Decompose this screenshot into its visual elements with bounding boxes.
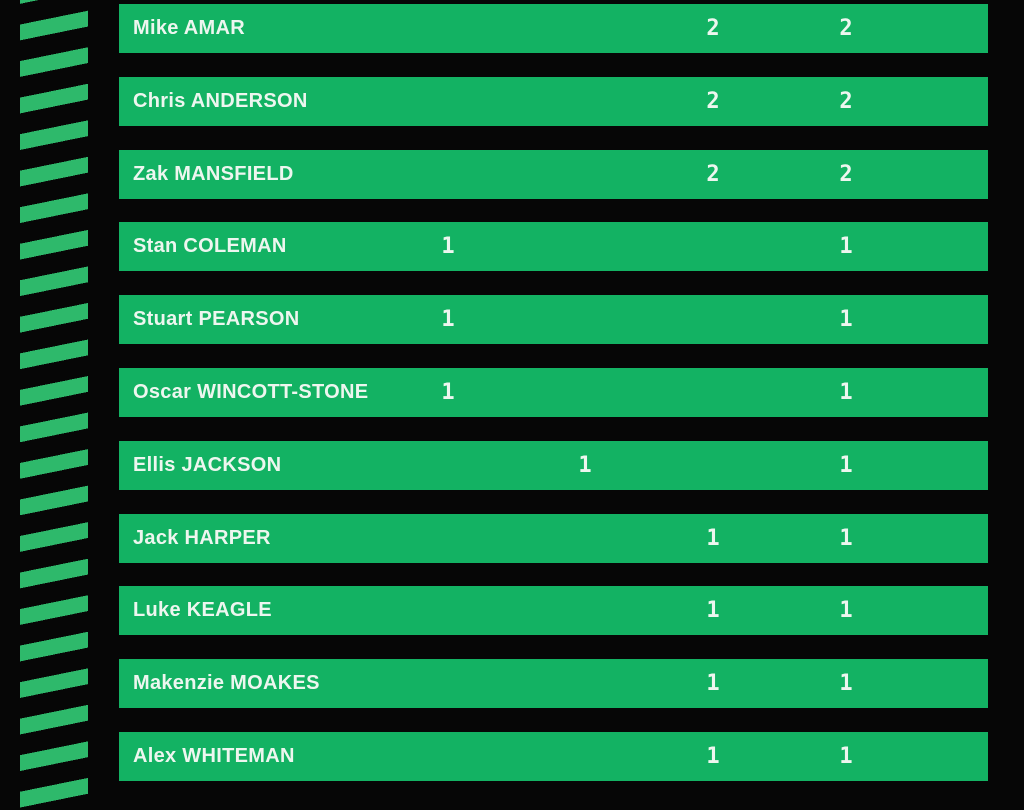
table-row: Stuart PEARSON 1 1 <box>119 295 988 345</box>
score-col-2 <box>555 222 615 271</box>
score-col-3: 1 <box>706 598 720 624</box>
player-name: Chris ANDERSON <box>133 89 308 112</box>
score-col-3: 2 <box>706 16 720 41</box>
score-total: 1 <box>839 671 853 697</box>
score-col-2 <box>555 150 615 199</box>
score-total: 1 <box>839 598 853 624</box>
table-row: Mike AMAR 2 2 <box>119 4 988 53</box>
table-row: Makenzie MOAKES 1 1 <box>119 659 988 709</box>
score-total: 1 <box>839 452 853 478</box>
score-total: 1 <box>839 744 853 769</box>
score-col-2 <box>555 295 615 344</box>
score-col-2: 1 <box>578 452 592 478</box>
score-col-1: 1 <box>441 234 455 260</box>
score-total: 2 <box>839 161 853 187</box>
score-col-2 <box>555 77 615 126</box>
score-col-3 <box>683 222 743 271</box>
table-row: Chris ANDERSON 2 2 <box>119 76 988 126</box>
score-col-1 <box>418 4 478 53</box>
score-col-2 <box>555 368 615 417</box>
score-total: 1 <box>839 380 853 405</box>
score-total: 1 <box>839 234 853 260</box>
table-row: Zak MANSFIELD 2 2 <box>119 149 988 199</box>
player-name: Stan COLEMAN <box>133 235 287 258</box>
score-col-1 <box>418 441 478 490</box>
score-col-2 <box>555 514 615 563</box>
player-name: Alex WHITEMAN <box>133 745 295 767</box>
table-row: Ellis JACKSON 1 1 <box>119 440 988 490</box>
score-col-1: 1 <box>441 307 455 333</box>
player-name: Jack HARPER <box>133 526 271 549</box>
table-row: Alex WHITEMAN 1 1 <box>119 732 988 781</box>
player-name: Mike AMAR <box>133 17 245 39</box>
score-col-3: 2 <box>706 88 720 114</box>
score-col-3: 1 <box>706 525 720 551</box>
score-col-1 <box>418 514 478 563</box>
diagonal-stripes-decoration <box>20 0 88 810</box>
score-col-3: 1 <box>706 671 720 697</box>
score-col-3 <box>683 368 743 417</box>
score-total: 2 <box>839 88 853 114</box>
score-total: 1 <box>839 307 853 333</box>
player-name: Makenzie MOAKES <box>133 672 320 695</box>
score-col-3: 1 <box>706 744 720 769</box>
score-col-2 <box>555 732 615 781</box>
score-col-2 <box>555 659 615 708</box>
table-row: Jack HARPER 1 1 <box>119 513 988 563</box>
score-col-1 <box>418 586 478 635</box>
player-name: Ellis JACKSON <box>133 453 282 476</box>
player-name: Zak MANSFIELD <box>133 162 294 185</box>
score-col-1 <box>418 150 478 199</box>
score-col-1 <box>418 732 478 781</box>
score-col-3 <box>683 295 743 344</box>
score-col-1 <box>418 77 478 126</box>
table-row: Stan COLEMAN 1 1 <box>119 222 988 272</box>
table-row: Luke KEAGLE 1 1 <box>119 586 988 636</box>
player-name: Luke KEAGLE <box>133 599 272 622</box>
table-row: Oscar WINCOTT-STONE 1 1 <box>119 368 988 417</box>
score-col-1: 1 <box>441 380 455 405</box>
score-col-2 <box>555 4 615 53</box>
score-col-1 <box>418 659 478 708</box>
player-name: Oscar WINCOTT-STONE <box>133 381 369 403</box>
score-total: 2 <box>839 16 853 41</box>
score-col-3 <box>683 441 743 490</box>
player-name: Stuart PEARSON <box>133 308 300 331</box>
score-col-3: 2 <box>706 161 720 187</box>
score-col-2 <box>555 586 615 635</box>
score-total: 1 <box>839 525 853 551</box>
